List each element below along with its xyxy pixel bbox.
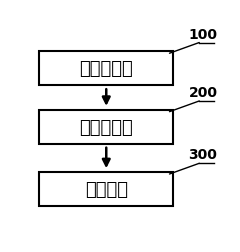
- Text: 100: 100: [188, 27, 217, 41]
- Bar: [39, 110, 173, 144]
- Text: 线路板烤板: 线路板烤板: [79, 118, 133, 136]
- Text: 印制碳油: 印制碳油: [85, 180, 128, 198]
- Text: 200: 200: [188, 86, 217, 100]
- Bar: [39, 52, 173, 86]
- Bar: [39, 172, 173, 206]
- Text: 300: 300: [189, 148, 217, 162]
- Text: 设置阻焊桥: 设置阻焊桥: [79, 60, 133, 78]
